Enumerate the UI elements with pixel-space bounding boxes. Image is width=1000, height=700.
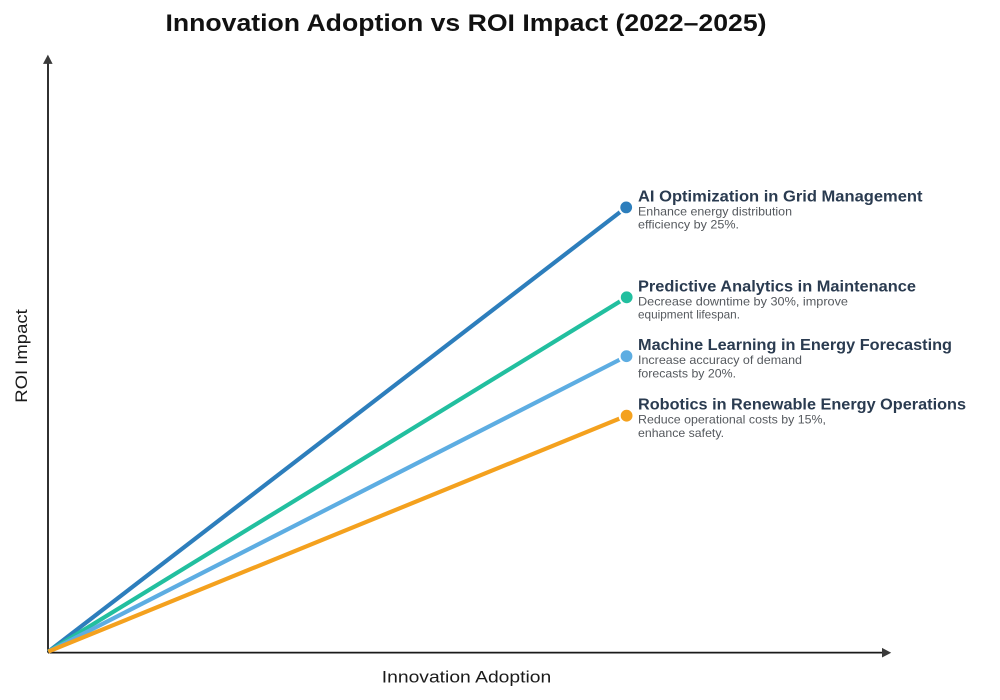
svg-text:AI Optimization in Grid Manage: AI Optimization in Grid Management <box>638 188 923 205</box>
svg-text:Reduce operational costs by 15: Reduce operational costs by 15%, <box>638 413 826 427</box>
svg-text:Decrease downtime by 30%, impr: Decrease downtime by 30%, improve <box>638 294 848 308</box>
svg-text:Predictive Analytics in Mainte: Predictive Analytics in Maintenance <box>638 278 916 295</box>
svg-text:forecasts by 20%.: forecasts by 20%. <box>638 366 736 380</box>
svg-text:enhance safety.: enhance safety. <box>638 426 724 440</box>
svg-text:Enhance energy distribution: Enhance energy distribution <box>638 204 792 218</box>
svg-text:efficiency by 25%.: efficiency by 25%. <box>638 218 739 232</box>
svg-text:Innovation Adoption: Innovation Adoption <box>382 668 552 687</box>
svg-text:Machine Learning in Energy For: Machine Learning in Energy Forecasting <box>638 337 952 354</box>
svg-text:equipment lifespan.: equipment lifespan. <box>638 308 740 322</box>
svg-text:Robotics in Renewable Energy O: Robotics in Renewable Energy Operations <box>638 397 966 414</box>
svg-text:Increase accuracy of demand: Increase accuracy of demand <box>638 353 802 367</box>
svg-text:ROI Impact: ROI Impact <box>12 309 31 403</box>
svg-text:Innovation Adoption vs ROI Imp: Innovation Adoption vs ROI Impact (2022–… <box>166 10 767 37</box>
